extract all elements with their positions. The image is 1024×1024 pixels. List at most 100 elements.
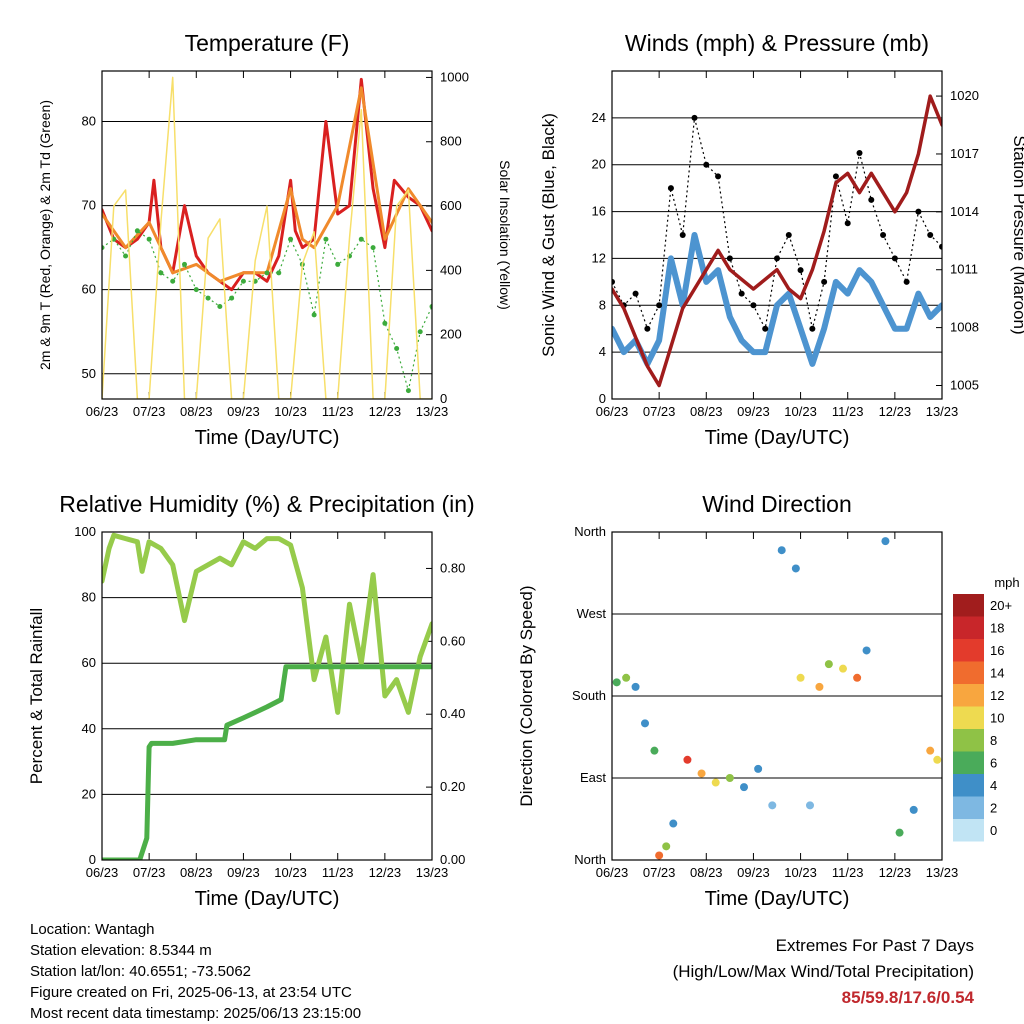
data-point bbox=[644, 325, 651, 332]
data-point bbox=[740, 783, 748, 792]
data-point bbox=[631, 682, 640, 691]
colorbar-label: 20+ bbox=[990, 598, 1012, 613]
colorbar-swatch bbox=[953, 661, 984, 684]
y-right-tick-label: 1014 bbox=[950, 204, 979, 219]
y-tick-label: 50 bbox=[82, 366, 96, 381]
extremes-title: Extremes For Past 7 Days bbox=[775, 936, 974, 955]
data-point bbox=[754, 764, 763, 773]
colorbar-label: 6 bbox=[990, 756, 997, 771]
y-tick-label: 20 bbox=[82, 786, 96, 801]
data-point bbox=[641, 719, 649, 728]
data-point bbox=[915, 208, 922, 215]
y-right-tick-label: 0.80 bbox=[440, 560, 465, 575]
x-tick-label: 11/23 bbox=[322, 404, 354, 419]
y-right-axis-label: Station Pressure (Maroon) bbox=[1010, 135, 1024, 334]
data-point bbox=[679, 232, 686, 238]
data-point bbox=[697, 769, 706, 778]
x-tick-label: 06/23 bbox=[86, 865, 119, 880]
y-tick-label: 4 bbox=[599, 344, 606, 359]
data-point bbox=[895, 828, 904, 837]
series-line bbox=[612, 94, 942, 388]
data-point bbox=[785, 232, 792, 238]
colorbar-label: 4 bbox=[990, 778, 997, 793]
panel-title: Relative Humidity (%) & Precipitation (i… bbox=[59, 491, 474, 517]
data-point bbox=[146, 236, 152, 242]
data-point bbox=[240, 278, 246, 284]
data-point bbox=[691, 114, 698, 121]
extremes-box: Extremes For Past 7 Days (High/Low/Max W… bbox=[673, 933, 974, 1011]
latlon-text: Station lat/lon: 40.6551; -73.5062 bbox=[30, 963, 252, 980]
colorbar-swatch bbox=[953, 684, 984, 707]
series-line bbox=[102, 229, 432, 391]
data-point bbox=[839, 664, 847, 673]
x-tick-label: 13/23 bbox=[926, 404, 959, 419]
data-point bbox=[891, 255, 898, 262]
y-right-tick-label: 800 bbox=[440, 134, 462, 149]
x-axis-label: Time (Day/UTC) bbox=[195, 427, 340, 449]
x-tick-label: 10/23 bbox=[784, 404, 817, 419]
plot-frame bbox=[611, 531, 943, 861]
colorbar-swatch bbox=[953, 774, 984, 797]
y-tick-label: 80 bbox=[82, 590, 96, 605]
y-right-tick-label: 1017 bbox=[950, 146, 979, 161]
data-point bbox=[662, 842, 671, 851]
data-point bbox=[655, 851, 664, 860]
series-group bbox=[102, 76, 432, 399]
series-line bbox=[102, 76, 432, 399]
data-point bbox=[774, 255, 780, 262]
data-point bbox=[612, 678, 621, 687]
data-point bbox=[762, 325, 769, 332]
y-tick-label: 60 bbox=[82, 655, 96, 670]
data-point bbox=[777, 546, 786, 555]
data-point bbox=[926, 746, 935, 755]
data-point bbox=[711, 778, 720, 787]
x-tick-label: 12/23 bbox=[879, 865, 912, 880]
data-point bbox=[276, 270, 282, 276]
data-point bbox=[669, 819, 678, 828]
colorbar-swatch bbox=[953, 796, 984, 819]
data-point bbox=[335, 261, 341, 267]
y-right-tick-label: 0.60 bbox=[440, 633, 465, 648]
colorbar-label: 10 bbox=[990, 711, 1004, 726]
data-point bbox=[738, 290, 745, 297]
panel-4: Wind DirectionNorthEastSouthWestNorth06/… bbox=[517, 491, 958, 910]
station-info: Location: Wantagh Station elevation: 8.5… bbox=[30, 919, 361, 1024]
x-tick-label: 08/23 bbox=[180, 865, 213, 880]
x-tick-label: 11/23 bbox=[322, 865, 354, 880]
series-group bbox=[612, 537, 942, 860]
series-line bbox=[102, 77, 432, 292]
y-tick-label: South bbox=[572, 688, 606, 703]
y-axis-label: Direction (Colored By Speed) bbox=[517, 585, 536, 806]
x-axis-label: Time (Day/UTC) bbox=[705, 427, 850, 449]
extremes-subtitle: (High/Low/Max Wind/Total Precipitation) bbox=[672, 962, 974, 981]
data-point bbox=[768, 801, 777, 810]
data-point bbox=[726, 255, 733, 262]
colorbar-swatch bbox=[953, 594, 984, 617]
series-group bbox=[612, 94, 942, 388]
data-point bbox=[806, 801, 814, 810]
colorbar-label: 16 bbox=[990, 643, 1004, 658]
y-right-tick-label: 1011 bbox=[950, 262, 978, 277]
colorbar-label: 18 bbox=[990, 621, 1004, 636]
series-line bbox=[102, 664, 432, 860]
data-point bbox=[824, 660, 833, 669]
series-group bbox=[102, 532, 432, 860]
panel-1: Temperature (F)5060708002004006008001000… bbox=[37, 30, 513, 449]
data-point bbox=[667, 185, 674, 192]
data-point bbox=[903, 278, 910, 285]
x-tick-label: 11/23 bbox=[832, 865, 864, 880]
data-point bbox=[797, 267, 804, 274]
colorbar-swatch bbox=[953, 639, 984, 662]
y-tick-label: North bbox=[574, 524, 606, 539]
y-tick-label: 12 bbox=[592, 250, 606, 265]
data-point bbox=[868, 196, 875, 203]
data-point bbox=[134, 228, 140, 234]
data-point bbox=[844, 220, 851, 227]
colorbar-swatch bbox=[953, 729, 984, 752]
data-point bbox=[170, 278, 176, 284]
x-tick-label: 13/23 bbox=[926, 865, 959, 880]
extremes-values: 85/59.8/17.6/0.54 bbox=[841, 988, 974, 1007]
y-tick-label: West bbox=[577, 606, 607, 621]
x-tick-label: 07/23 bbox=[133, 404, 166, 419]
